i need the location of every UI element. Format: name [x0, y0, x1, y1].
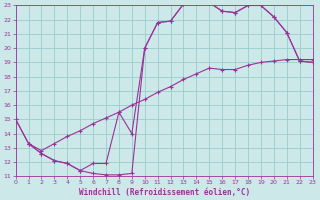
X-axis label: Windchill (Refroidissement éolien,°C): Windchill (Refroidissement éolien,°C) — [78, 188, 250, 197]
